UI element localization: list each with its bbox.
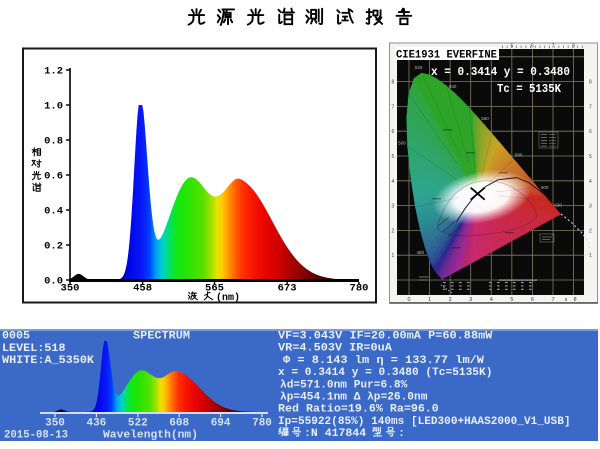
svg-text:0.0: 0.0 xyxy=(44,276,63,288)
svg-text:4: 4 xyxy=(589,179,592,185)
svg-text:0.2: 0.2 xyxy=(44,241,63,253)
svg-text:620: 620 xyxy=(554,202,562,207)
svg-text:7: 7 xyxy=(551,297,554,303)
svg-text:500: 500 xyxy=(398,141,406,146)
svg-text:2015-08-13: 2015-08-13 xyxy=(4,430,68,442)
svg-text:1.0: 1.0 xyxy=(44,101,63,113)
svg-text:1: 1 xyxy=(589,253,592,259)
svg-text:5: 5 xyxy=(392,154,395,160)
svg-text:Wavelength(nm): Wavelength(nm) xyxy=(103,430,198,442)
svg-text:2: 2 xyxy=(589,228,592,234)
svg-text:VF=3.043V IF=20.00mA P=60.88: VF=3.043V IF=20.00mA P=60.88mW xyxy=(278,331,493,343)
svg-text:1: 1 xyxy=(428,297,431,303)
svg-text:8: 8 xyxy=(572,44,575,50)
svg-text:x = 0.3414 y = 0.3480 (Tc=5135: x = 0.3414 y = 0.3480 (Tc=5135K) xyxy=(278,367,492,379)
svg-text:SPECTRUM: SPECTRUM xyxy=(133,331,190,343)
svg-text:Tc = 5135K: Tc = 5135K xyxy=(497,83,561,96)
svg-text:0.6: 0.6 xyxy=(44,171,63,183)
svg-text:0: 0 xyxy=(407,297,410,303)
svg-text:608: 608 xyxy=(169,418,189,430)
svg-text:780: 780 xyxy=(252,418,272,430)
svg-text::N 417844: :N 417844 xyxy=(304,428,366,440)
svg-text:Φ = 8.143 lm η = 133.77 lm/W: Φ = 8.143 lm η = 133.77 lm/W xyxy=(283,355,484,367)
svg-text::: : xyxy=(398,428,405,440)
svg-text:7: 7 xyxy=(392,104,395,110)
svg-text:6: 6 xyxy=(531,297,534,303)
svg-text:x: x xyxy=(565,297,568,303)
svg-text:5: 5 xyxy=(589,154,592,160)
svg-text:4: 4 xyxy=(490,297,493,303)
svg-text:673: 673 xyxy=(278,283,297,295)
svg-text:560: 560 xyxy=(481,116,489,121)
svg-text:0.8: 0.8 xyxy=(44,136,63,148)
svg-text:522: 522 xyxy=(128,418,148,430)
svg-text:x = 0.3414 y = 0.3480: x = 0.3414 y = 0.3480 xyxy=(431,66,570,79)
svg-text:520: 520 xyxy=(415,65,423,70)
svg-text:WHITE:A_5350K: WHITE:A_5350K xyxy=(2,355,94,367)
svg-text:4: 4 xyxy=(392,179,395,185)
svg-text:600: 600 xyxy=(541,185,549,190)
svg-text:1: 1 xyxy=(392,253,395,259)
svg-text:7: 7 xyxy=(552,44,555,50)
svg-text:694: 694 xyxy=(211,418,231,430)
svg-text:Red Ratio=19.6% Ra=96.0: Red Ratio=19.6% Ra=96.0 xyxy=(278,404,439,416)
svg-text:λd=571.0nm Pur=6.8%: λd=571.0nm Pur=6.8% xyxy=(280,379,408,391)
svg-text:436: 436 xyxy=(86,418,106,430)
svg-text:6: 6 xyxy=(589,129,592,135)
svg-text:350: 350 xyxy=(45,418,65,430)
svg-text:VR=4.503V IR=0uA: VR=4.503V IR=0uA xyxy=(278,343,392,355)
svg-text:3: 3 xyxy=(589,204,592,210)
svg-text:3: 3 xyxy=(392,204,395,210)
svg-text:458: 458 xyxy=(133,283,152,295)
svg-text:1.2: 1.2 xyxy=(44,66,63,78)
svg-text:8: 8 xyxy=(589,80,592,86)
svg-text:480: 480 xyxy=(417,250,425,255)
svg-text:6: 6 xyxy=(392,129,395,135)
svg-text:λp=454.1nm Δ λp=26.0nm: λp=454.1nm Δ λp=26.0nm xyxy=(280,392,428,404)
svg-text:CIE1931 EVERFINE: CIE1931 EVERFINE xyxy=(396,50,497,62)
svg-text:8: 8 xyxy=(573,297,576,303)
svg-text:7: 7 xyxy=(589,104,592,110)
svg-text:580: 580 xyxy=(515,152,523,157)
svg-text:565: 565 xyxy=(205,283,224,295)
svg-text:2: 2 xyxy=(392,228,395,234)
svg-text:0005: 0005 xyxy=(2,331,30,343)
svg-text:6: 6 xyxy=(531,44,534,50)
svg-text:3: 3 xyxy=(469,297,472,303)
svg-text:Ip=55922(85%) 140ms [LED300+H: Ip=55922(85%) 140ms [LED300+HAAS2000_V1_… xyxy=(278,416,571,428)
svg-text:8: 8 xyxy=(392,80,395,86)
svg-text:780: 780 xyxy=(350,283,369,295)
svg-text:540: 540 xyxy=(449,84,457,89)
svg-text:(nm): (nm) xyxy=(216,292,240,304)
svg-text:5: 5 xyxy=(510,44,513,50)
svg-text:350: 350 xyxy=(61,283,80,295)
svg-text:5: 5 xyxy=(510,297,513,303)
svg-text:LEVEL:518: LEVEL:518 xyxy=(2,343,66,355)
svg-text:0.4: 0.4 xyxy=(44,206,63,218)
svg-text:2: 2 xyxy=(449,297,452,303)
